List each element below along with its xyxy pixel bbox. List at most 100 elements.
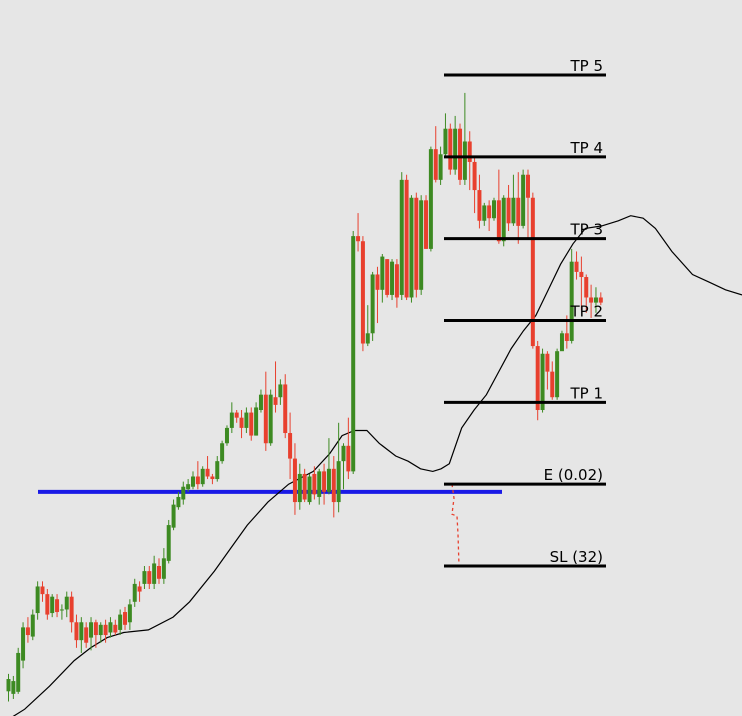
level: TP 3: [444, 221, 606, 241]
candle-body: [443, 128, 448, 155]
candle-body: [16, 652, 21, 692]
candle: [190, 471, 195, 490]
candle-body: [394, 264, 399, 298]
candle: [356, 213, 361, 252]
candle-body: [79, 622, 84, 641]
candle-body: [516, 197, 521, 226]
candle: [93, 619, 98, 648]
candle-body: [307, 476, 312, 503]
candle: [453, 115, 458, 175]
candle: [589, 284, 594, 318]
candle: [302, 468, 307, 503]
candle-body: [11, 681, 16, 694]
level: TP 1: [444, 384, 606, 404]
candle: [307, 473, 312, 505]
candle-body: [123, 612, 128, 625]
candle: [404, 174, 409, 301]
candle: [98, 622, 103, 643]
candle-body: [477, 190, 482, 221]
candle-body: [579, 271, 584, 278]
candle-body: [64, 596, 69, 610]
candle: [123, 606, 128, 630]
candle-body: [137, 586, 142, 592]
candle: [535, 340, 540, 421]
candle: [16, 647, 21, 694]
candle: [584, 274, 589, 313]
candle: [50, 594, 55, 618]
candle-body: [98, 624, 103, 636]
candle-body: [360, 241, 365, 344]
candle-body: [540, 353, 545, 411]
candle-body: [161, 558, 166, 579]
candle-body: [283, 384, 288, 434]
candle: [79, 617, 84, 653]
level: TP 4: [444, 139, 606, 159]
candle-body: [215, 461, 220, 480]
candle-body: [297, 473, 302, 503]
candle-body: [132, 583, 137, 602]
candle: [244, 407, 249, 434]
candle-body: [584, 277, 589, 298]
candle: [462, 92, 467, 185]
candle: [6, 673, 11, 702]
candle: [496, 169, 501, 244]
candle: [477, 174, 482, 229]
candle: [210, 473, 215, 485]
candle: [511, 174, 516, 226]
candle-body: [69, 596, 74, 623]
candle-body: [375, 274, 380, 290]
candle-body: [239, 417, 244, 428]
candle: [74, 614, 79, 648]
candle-body: [108, 622, 113, 633]
candle: [25, 617, 30, 643]
candle-body: [346, 445, 351, 472]
candle-body: [574, 261, 579, 272]
candle: [322, 463, 327, 505]
candle: [147, 566, 152, 590]
candle-body: [254, 407, 259, 436]
candle-body: [341, 445, 346, 462]
candle: [331, 456, 336, 518]
moving-average-layer: [12, 215, 742, 716]
candle-body: [559, 333, 564, 352]
candle-body: [205, 468, 210, 477]
candle: [283, 374, 288, 439]
candle-body: [312, 473, 317, 495]
candle: [472, 156, 477, 214]
candle: [424, 195, 429, 249]
candle-body: [147, 571, 152, 584]
candle-body: [385, 259, 390, 295]
candle-body: [356, 236, 361, 242]
candle-body: [302, 473, 307, 500]
candle-body: [190, 476, 195, 487]
candle: [390, 259, 395, 301]
candle: [103, 619, 108, 643]
candle-body: [89, 622, 94, 638]
candle: [35, 581, 40, 620]
level-label: TP 3: [569, 221, 603, 239]
candle: [176, 491, 181, 510]
candle-body: [390, 261, 395, 295]
candle-body: [118, 614, 123, 630]
candle: [433, 126, 438, 183]
candle-body: [496, 200, 501, 242]
candle: [414, 192, 419, 298]
candle-body: [50, 596, 55, 614]
candle: [45, 589, 50, 620]
candle: [152, 555, 157, 590]
candle-body: [511, 197, 516, 224]
candle-body: [569, 261, 574, 341]
candle: [559, 330, 564, 352]
candle-body: [428, 149, 433, 249]
candle: [550, 361, 555, 400]
candle: [161, 548, 166, 584]
candle: [224, 425, 229, 446]
candle: [385, 259, 390, 298]
candle: [365, 305, 370, 347]
candle: [458, 123, 463, 185]
candle-body: [210, 476, 215, 480]
candle-body: [336, 461, 341, 503]
candle-body: [157, 566, 162, 579]
candle-body: [127, 604, 132, 623]
